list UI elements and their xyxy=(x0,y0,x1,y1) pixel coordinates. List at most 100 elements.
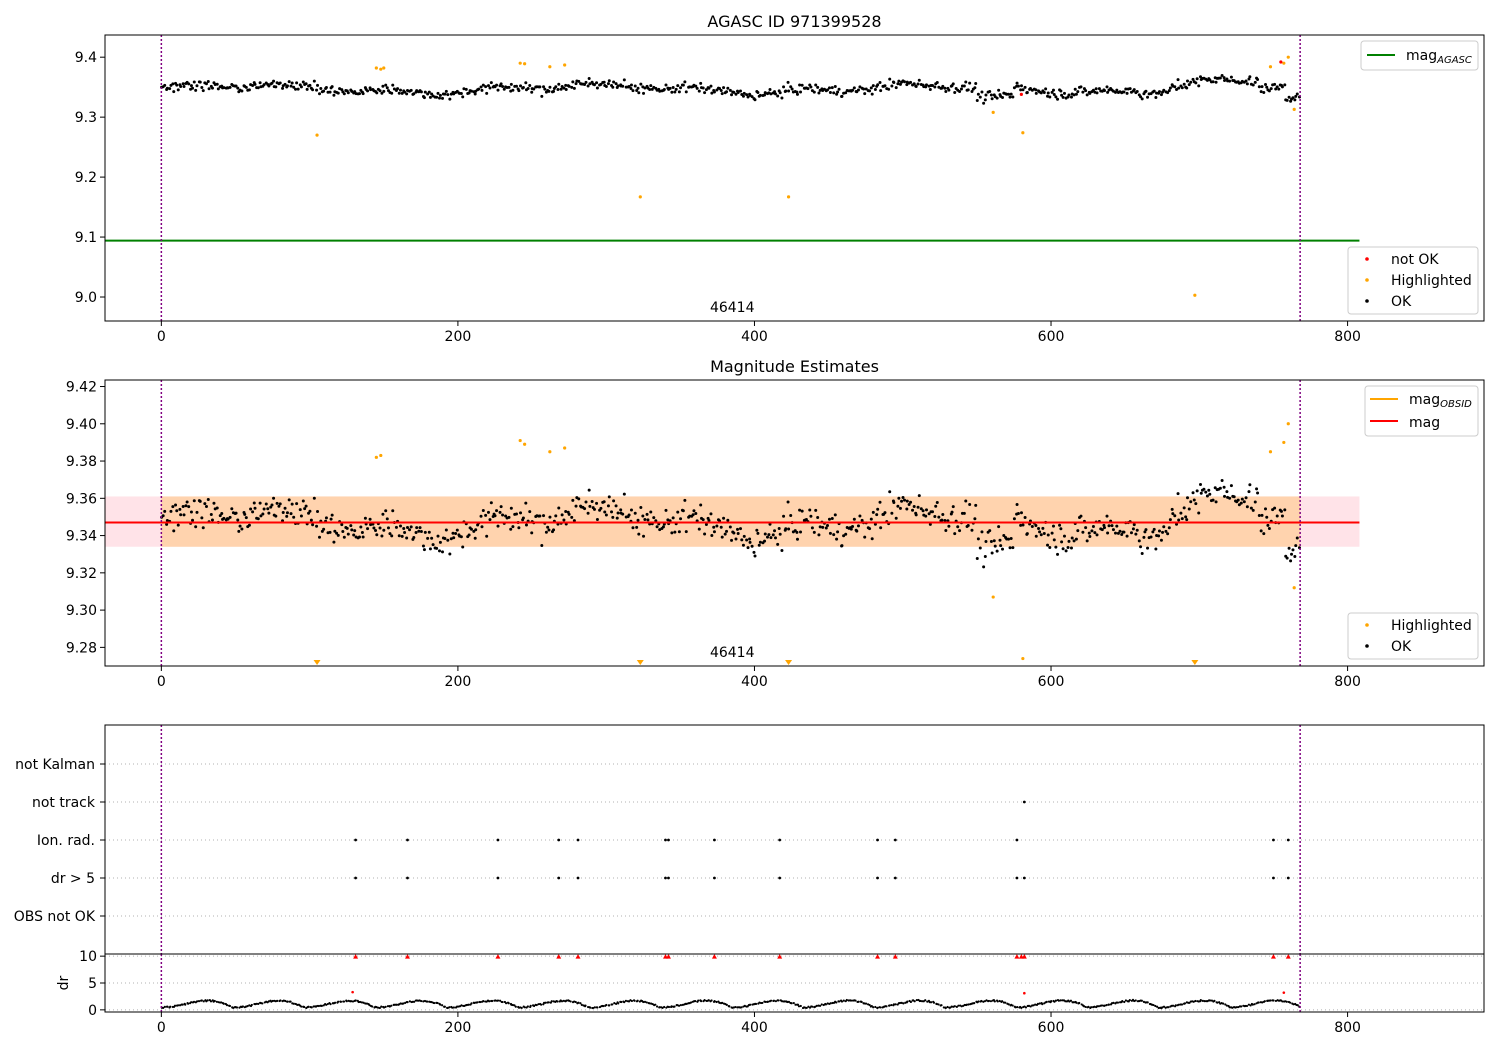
dr-point xyxy=(602,1004,605,1008)
dr-point xyxy=(772,999,776,1002)
dr-point xyxy=(257,1002,260,1006)
ok-point xyxy=(215,506,219,510)
ok-point xyxy=(835,92,839,96)
dr-clipped-marker xyxy=(875,954,881,959)
dr-point xyxy=(1240,1005,1243,1008)
ok-point xyxy=(725,90,729,94)
ok-point xyxy=(989,539,993,543)
ok-point xyxy=(375,91,379,95)
ok-point xyxy=(1143,530,1147,534)
dr-point xyxy=(303,1005,306,1009)
ok-point xyxy=(567,84,571,88)
dr-point xyxy=(1272,999,1275,1002)
ok-point xyxy=(244,85,248,89)
ok-point xyxy=(898,82,902,86)
dr-point xyxy=(177,1004,180,1007)
ok-point xyxy=(1244,79,1248,83)
ok-point xyxy=(619,508,623,512)
dr-point xyxy=(926,1000,929,1003)
legend-label-sub: OBSID xyxy=(1440,399,1472,410)
ok-point xyxy=(324,85,328,89)
ok-point xyxy=(324,516,328,520)
ok-point xyxy=(243,512,247,516)
ok-point xyxy=(635,89,639,93)
ok-point xyxy=(730,538,734,542)
ok-point xyxy=(1198,75,1202,79)
obsid-label: 46414 xyxy=(710,645,755,661)
ok-point xyxy=(616,84,620,88)
ok-point xyxy=(778,91,782,95)
ok-point xyxy=(1085,539,1089,543)
ok-point xyxy=(911,508,915,512)
ok-point xyxy=(947,524,951,528)
ok-point xyxy=(435,546,439,550)
ok-point xyxy=(187,82,191,86)
flag-point xyxy=(576,838,580,842)
dr-point xyxy=(286,1000,289,1003)
ok-point xyxy=(584,80,588,84)
ok-point xyxy=(852,517,856,521)
dr-point xyxy=(774,1000,778,1003)
flag-point xyxy=(557,838,561,842)
dr-point xyxy=(879,1006,882,1009)
dr-clipped-marker xyxy=(892,954,898,959)
ok-point xyxy=(1072,539,1076,543)
dr-point xyxy=(473,1001,476,1005)
y-tick-label: 9.1 xyxy=(75,230,97,246)
ok-point xyxy=(722,516,726,520)
dr-point xyxy=(514,1005,517,1008)
ok-point xyxy=(402,526,406,530)
ok-point xyxy=(230,507,234,511)
dr-point xyxy=(1249,1004,1252,1007)
ok-point xyxy=(493,514,497,518)
ok-point xyxy=(391,509,395,513)
obsid-label: 46414 xyxy=(710,300,755,316)
dr-point xyxy=(1007,1003,1010,1006)
ok-point xyxy=(461,545,465,549)
ok-point xyxy=(968,503,972,507)
ok-point xyxy=(753,554,757,558)
dr-point xyxy=(1281,1000,1284,1003)
not-ok-point xyxy=(1279,60,1283,64)
ok-point xyxy=(287,80,291,84)
ok-point xyxy=(308,509,312,513)
ok-point xyxy=(281,86,285,90)
ok-point xyxy=(887,87,891,91)
ok-point xyxy=(780,96,784,100)
ok-point xyxy=(784,89,788,93)
ok-point xyxy=(1060,93,1064,97)
ok-point xyxy=(809,85,813,89)
dr-point xyxy=(377,1006,380,1009)
ok-point xyxy=(1034,91,1038,95)
ok-point xyxy=(773,529,777,533)
dr-point xyxy=(1235,1006,1238,1009)
y-tick-label: 9.0 xyxy=(75,290,97,306)
ok-point xyxy=(1162,525,1166,529)
ok-point xyxy=(951,505,955,509)
dr-point xyxy=(491,999,494,1003)
dr-point xyxy=(1024,1006,1028,1009)
dr-point xyxy=(1285,1000,1288,1003)
ok-point xyxy=(444,528,448,532)
ok-point xyxy=(509,82,513,86)
ok-point xyxy=(958,90,962,94)
dr-point xyxy=(441,1004,444,1007)
ok-point xyxy=(677,90,681,94)
ok-point xyxy=(1073,87,1077,91)
ok-point xyxy=(732,531,736,535)
ok-point xyxy=(1259,90,1263,94)
dr-point xyxy=(940,1004,943,1007)
ok-point xyxy=(763,93,767,97)
ok-point xyxy=(452,536,456,540)
ok-point xyxy=(704,88,708,92)
dr-point xyxy=(790,1002,793,1005)
ok-point xyxy=(1132,523,1136,527)
ok-point xyxy=(1273,506,1277,510)
ok-point xyxy=(627,513,631,517)
ok-point xyxy=(438,93,442,97)
ok-point xyxy=(844,91,848,95)
ok-point xyxy=(1285,98,1289,102)
ok-point xyxy=(1128,87,1132,91)
y-tick-label: 9.34 xyxy=(66,529,97,545)
